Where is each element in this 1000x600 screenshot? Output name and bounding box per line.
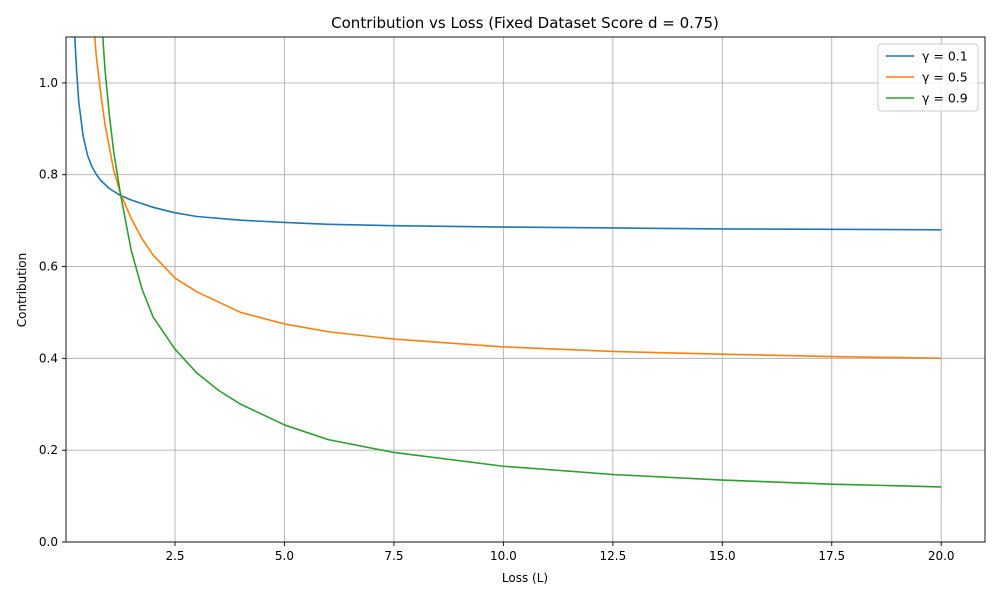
legend-box <box>877 43 979 112</box>
legend-entry-label: γ = 0.5 <box>922 70 968 85</box>
y-tick-label: 0.2 <box>39 443 58 457</box>
x-tick-label: 17.5 <box>818 549 845 563</box>
x-tick-label: 20.0 <box>928 549 955 563</box>
plot-frame <box>65 36 986 543</box>
legend-entry-label: γ = 0.1 <box>922 49 968 64</box>
plot-area <box>66 37 985 542</box>
legend-entry-label: γ = 0.9 <box>922 91 968 106</box>
y-axis-ticks: 0.0 0.2 0.4 0.6 0.8 1.0 <box>39 76 66 549</box>
series-layer <box>74 37 942 488</box>
x-axis-ticks: 2.5 5.0 7.5 10.0 12.5 15.0 17.5 20.0 <box>165 542 955 563</box>
x-tick-label: 7.5 <box>384 549 403 563</box>
x-axis-label: Loss (L) <box>502 571 548 585</box>
series-line-3 <box>101 37 942 488</box>
series-line-1 <box>74 37 942 231</box>
x-tick-label: 15.0 <box>709 549 736 563</box>
x-tick-label: 2.5 <box>165 549 184 563</box>
y-tick-label: 1.0 <box>39 76 58 90</box>
y-tick-label: 0.6 <box>39 260 58 274</box>
x-tick-label: 12.5 <box>599 549 626 563</box>
y-tick-label: 0.4 <box>39 351 58 365</box>
y-tick-label: 0.0 <box>39 535 58 549</box>
y-axis-label: Contribution <box>15 253 29 328</box>
chart-title: Contribution vs Loss (Fixed Dataset Scor… <box>331 14 719 32</box>
x-tick-label: 10.0 <box>490 549 517 563</box>
y-tick-label: 0.8 <box>39 168 58 182</box>
series-line-2 <box>93 37 942 360</box>
legend: γ = 0.1 γ = 0.5 γ = 0.9 <box>877 43 979 112</box>
x-tick-label: 5.0 <box>275 549 294 563</box>
